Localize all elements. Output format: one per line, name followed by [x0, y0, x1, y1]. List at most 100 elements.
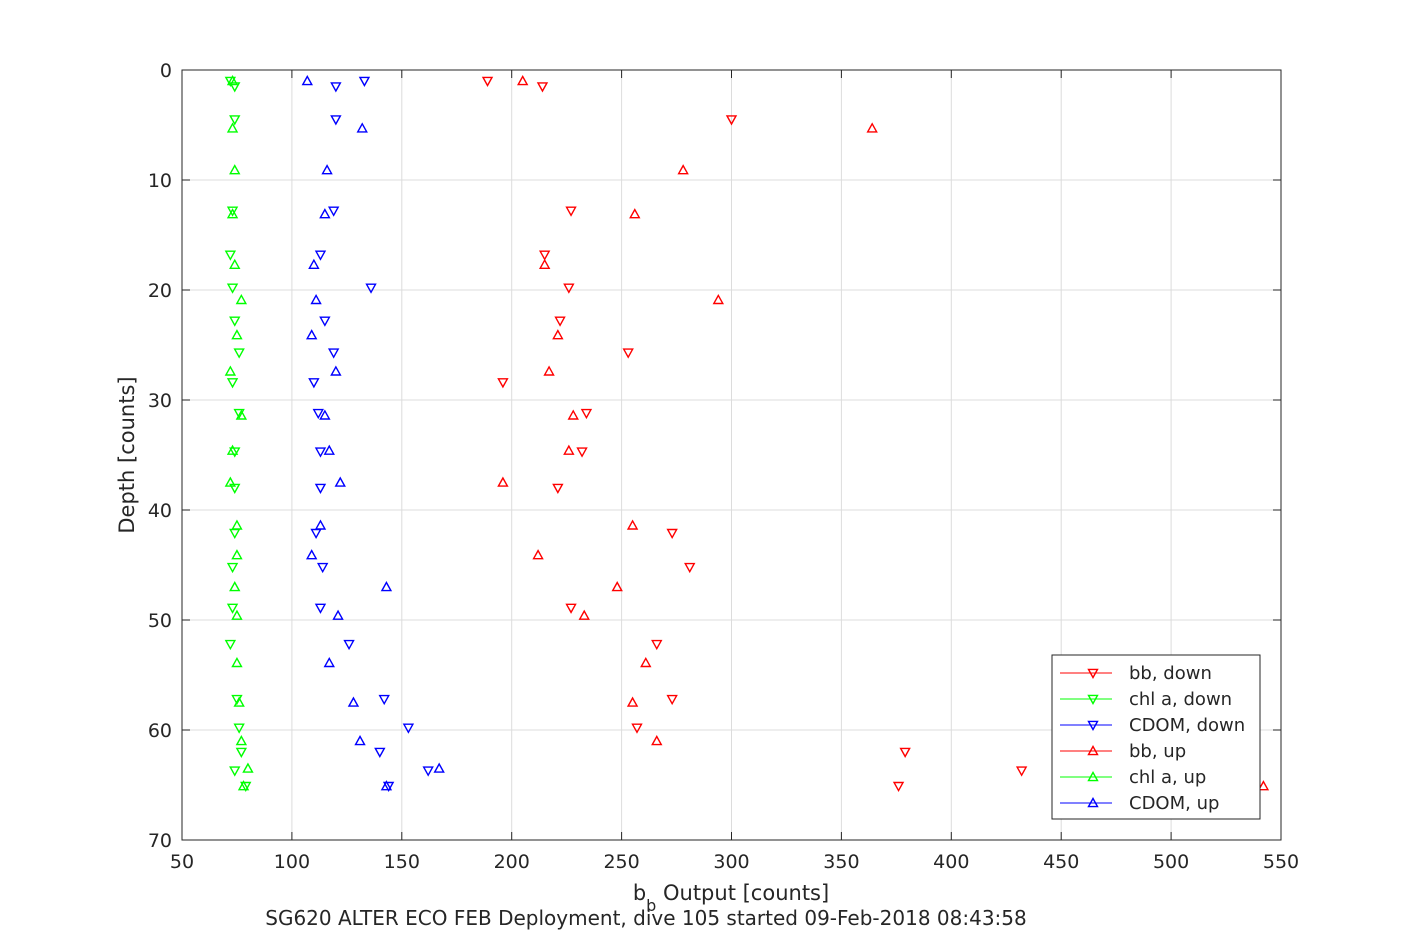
data-point	[382, 781, 395, 793]
data-point	[229, 164, 241, 175]
data-point	[226, 603, 239, 614]
data-point	[229, 528, 241, 540]
data-point	[224, 365, 237, 376]
data-point	[677, 164, 689, 175]
data-point	[538, 258, 551, 269]
data-point	[497, 378, 509, 389]
y-tick-label: 60	[148, 720, 172, 742]
y-tick-label: 70	[148, 830, 172, 852]
data-point	[314, 603, 327, 614]
data-point	[237, 780, 250, 791]
data-point	[229, 258, 241, 269]
x-tick-label: 150	[384, 851, 420, 873]
data-point	[231, 329, 243, 340]
y-tick-label: 0	[160, 60, 172, 82]
data-point	[576, 447, 588, 458]
data-point	[327, 206, 340, 217]
data-point	[226, 206, 239, 217]
x-tick-label: 550	[1263, 851, 1299, 873]
data-point	[314, 519, 327, 530]
series-2	[308, 76, 434, 793]
data-point	[666, 528, 678, 540]
data-point	[226, 444, 239, 455]
data-point	[563, 283, 575, 294]
data-point	[347, 696, 360, 707]
data-point	[626, 519, 639, 530]
data-point	[323, 656, 335, 668]
data-points	[224, 75, 1270, 793]
data-point	[580, 408, 593, 420]
data-point	[1015, 766, 1028, 777]
x-tick-label: 400	[933, 851, 969, 873]
data-point	[226, 122, 239, 133]
data-point	[543, 365, 555, 376]
x-tick-label: 300	[713, 851, 749, 873]
x-axis-label-subscript: b	[646, 896, 656, 915]
legend: bb, down chl a, down CDOM, down bb, up chl a…	[1051, 654, 1261, 820]
data-point	[626, 696, 639, 707]
data-point	[310, 528, 322, 540]
series-1	[224, 76, 252, 793]
y-axis: 0 10 20 30 40 50 60 70	[148, 60, 1281, 852]
data-point	[314, 447, 327, 458]
data-point	[229, 447, 241, 458]
data-point	[312, 408, 324, 420]
data-point	[402, 723, 415, 734]
x-tick-label: 450	[1043, 851, 1079, 873]
data-point	[684, 562, 696, 574]
x-tick-label: 500	[1153, 851, 1189, 873]
data-point	[321, 164, 333, 175]
data-point	[622, 348, 634, 359]
data-point	[567, 409, 579, 420]
data-point	[224, 250, 237, 261]
data-point	[235, 409, 248, 420]
data-point	[481, 76, 494, 87]
data-point	[233, 408, 245, 420]
legend-label: chl a, up	[1129, 767, 1206, 788]
x-axis-label: bb Output [counts]	[633, 881, 829, 915]
data-point	[233, 348, 245, 359]
y-tick-label: 20	[148, 280, 172, 302]
data-point	[332, 609, 344, 620]
chart-caption: SG620 ALTER ECO FEB Deployment, dive 105…	[265, 906, 1026, 930]
y-tick-label: 30	[148, 390, 172, 412]
legend-label: CDOM, up	[1129, 793, 1219, 814]
data-point	[231, 549, 243, 560]
data-point	[226, 283, 239, 294]
data-point	[629, 208, 641, 219]
data-point	[229, 316, 241, 327]
data-point	[578, 609, 590, 620]
x-tick-label: 200	[494, 851, 530, 873]
data-point	[319, 208, 331, 219]
data-point	[1257, 780, 1270, 791]
data-point	[229, 766, 241, 777]
data-point	[226, 208, 239, 219]
data-point	[631, 723, 643, 734]
data-point	[358, 76, 371, 87]
data-point	[536, 82, 549, 93]
y-tick-label: 10	[148, 170, 172, 192]
data-point	[319, 316, 331, 327]
data-point	[327, 348, 340, 359]
data-point	[224, 639, 237, 651]
y-tick-label: 50	[148, 610, 172, 632]
data-point	[497, 476, 509, 487]
data-point	[229, 82, 241, 93]
data-point	[356, 122, 368, 133]
legend-label: chl a, down	[1129, 689, 1232, 710]
data-point	[224, 76, 237, 87]
legend-label: bb, up	[1129, 741, 1186, 762]
data-point	[330, 82, 342, 93]
data-point	[565, 603, 577, 614]
legend-box	[1051, 654, 1261, 820]
data-point	[308, 378, 320, 389]
data-point	[422, 766, 434, 777]
data-point	[226, 562, 239, 574]
data-point	[334, 476, 346, 487]
data-point	[565, 206, 577, 217]
data-point	[563, 444, 575, 455]
legend-label: CDOM, down	[1129, 715, 1245, 736]
x-tick-label: 350	[823, 851, 859, 873]
data-point	[380, 780, 393, 791]
x-tick-label: 100	[274, 851, 310, 873]
